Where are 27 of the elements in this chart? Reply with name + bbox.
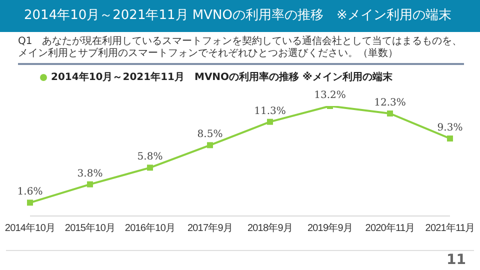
data-label: 12.3% <box>374 98 406 108</box>
x-tick-label: 2019年9月 <box>307 222 353 234</box>
chart-subtitle: Q1 あなたが現在利用しているスマートフォンを契約している通信会社として当てはまるものを、メイン利用とサブ利用のスマートフォンでそれぞれひとつお選びください。（単数） <box>18 36 464 60</box>
data-label: 13.2% <box>314 90 346 101</box>
x-tick-label: 2015年10月 <box>64 222 116 234</box>
x-tick-label: 2016年10月 <box>124 222 176 234</box>
x-tick-label: 2014年10月 <box>4 222 56 234</box>
x-tick-label: 2020年11月 <box>365 222 415 234</box>
x-tick-label: 2021年11月 <box>425 222 475 234</box>
point <box>27 200 33 206</box>
legend-label: 2014年10月～2021年11月 MVNOの利用率の推移 ※メイン利用の端末 <box>51 72 392 83</box>
data-label: 3.8% <box>77 168 103 180</box>
point <box>207 142 213 148</box>
data-label: 11.3% <box>254 106 286 117</box>
data-label: 9.3% <box>437 122 463 134</box>
data-label: 5.8% <box>137 152 163 163</box>
point <box>447 136 453 142</box>
point <box>267 118 273 125</box>
x-tick-label: 2017年9月 <box>187 222 233 234</box>
point <box>387 110 393 116</box>
point <box>87 181 93 188</box>
data-label: 8.5% <box>197 129 223 140</box>
chart-title: 2014年10月～2021年11月 MVNOの利用率の推移 ※メイン利用の端末 <box>0 0 480 32</box>
point <box>147 164 153 171</box>
x-tick-label: 2018年9月 <box>247 222 293 234</box>
text: 11 <box>446 252 466 268</box>
data-label: 1.6% <box>17 186 43 198</box>
